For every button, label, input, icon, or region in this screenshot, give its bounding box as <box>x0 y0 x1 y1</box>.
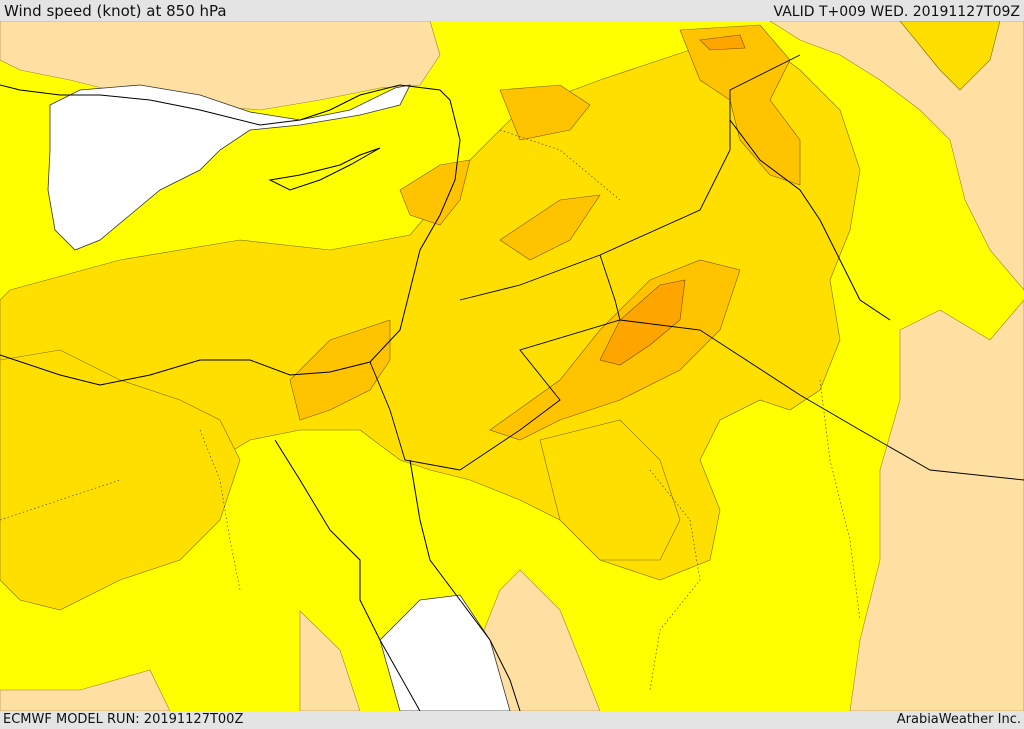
credit-label: ArabiaWeather Inc. <box>896 712 1021 727</box>
model-run-label: ECMWF MODEL RUN: 20191127T00Z <box>3 712 244 727</box>
cyprus <box>268 147 381 191</box>
borders <box>369 54 1024 481</box>
band3-iraq-north <box>679 24 801 186</box>
band3-syria-coast <box>399 159 471 226</box>
aegean-sea <box>47 84 411 251</box>
band2-caspian <box>899 21 1001 91</box>
gulf-coast <box>729 119 891 321</box>
valid-time: VALID T+009 WED. 20191127T09Z <box>773 4 1020 20</box>
calm-sudan <box>299 610 361 711</box>
band2-saudi <box>539 419 681 561</box>
band4-north <box>699 34 746 51</box>
calm-sahara <box>0 669 171 711</box>
map-title: Wind speed (knot) at 850 hPa <box>4 2 227 20</box>
admin-boundaries <box>0 129 861 691</box>
calm-gulf <box>849 299 1024 711</box>
border-saudi <box>459 319 1024 481</box>
footer-bar: ECMWF MODEL RUN: 20191127T00Z ArabiaWeat… <box>0 711 1024 729</box>
red-sea-east-coast <box>409 459 521 711</box>
turkey-coast <box>0 84 441 126</box>
border-egypt-israel <box>369 361 461 471</box>
header-bar: Wind speed (knot) at 850 hPa VALID T+009… <box>0 0 1024 21</box>
map-panel[interactable] <box>0 21 1024 711</box>
red-sea-west-coast <box>274 439 421 711</box>
band2-areas <box>0 21 1001 611</box>
band2-egypt <box>0 349 241 611</box>
band3-syria <box>499 194 601 261</box>
wind-speed-map <box>0 21 1024 711</box>
border-syria-iraq <box>459 54 801 301</box>
band3-turkey-south <box>499 84 591 141</box>
border-jordan-iraq <box>599 254 621 321</box>
